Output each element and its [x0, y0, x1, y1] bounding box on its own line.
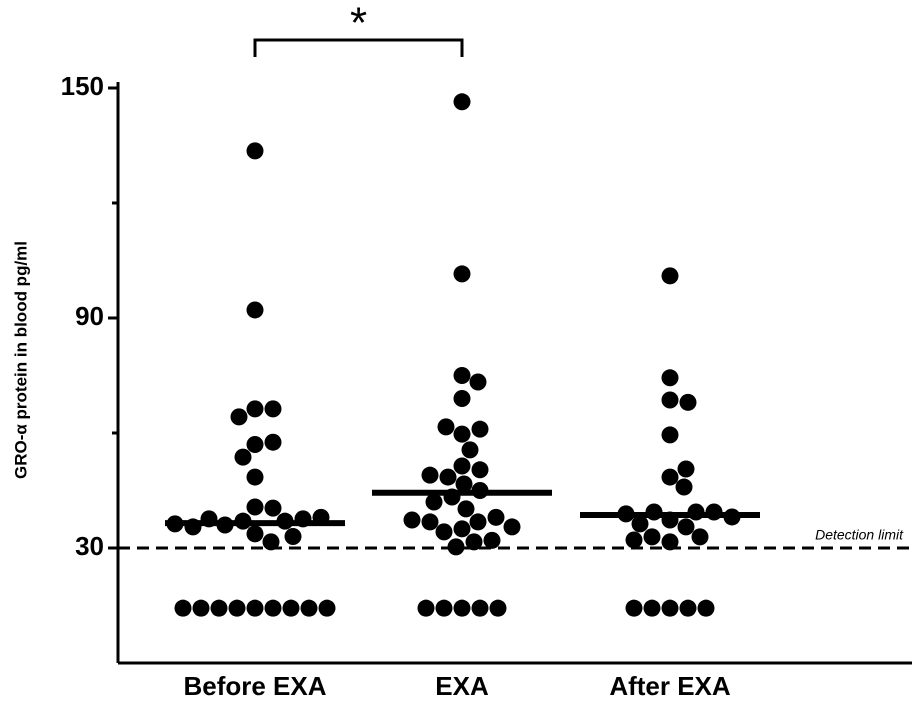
- data-dot: [417, 599, 435, 617]
- data-dot: [677, 460, 695, 478]
- data-dot: [234, 448, 252, 466]
- data-dot: [661, 599, 679, 617]
- data-dot: [262, 533, 280, 551]
- data-dot: [453, 520, 471, 538]
- data-dot: [246, 436, 264, 453]
- data-dot: [457, 500, 475, 518]
- data-dot: [679, 599, 697, 617]
- data-dot: [471, 420, 489, 438]
- data-dot: [264, 599, 282, 617]
- data-dot: [246, 599, 264, 617]
- data-dot: [643, 599, 661, 617]
- y-tick-label: 30: [75, 531, 104, 561]
- data-dot: [246, 525, 264, 543]
- data-dot: [453, 425, 471, 443]
- data-dot: [282, 599, 300, 617]
- data-dot: [455, 475, 473, 493]
- data-dot: [192, 599, 210, 617]
- data-dot: [469, 513, 487, 531]
- data-dot: [661, 533, 679, 551]
- data-dot: [246, 400, 264, 418]
- data-dot: [228, 599, 246, 617]
- data-dot: [631, 515, 649, 533]
- detection-label: Detection limit: [815, 527, 904, 543]
- data-dot: [661, 369, 679, 387]
- data-dot: [697, 599, 715, 617]
- data-dot: [437, 418, 455, 436]
- data-dot: [489, 599, 507, 617]
- data-dot: [447, 538, 465, 556]
- data-dot: [246, 498, 264, 516]
- data-dot: [421, 513, 439, 531]
- significance-bracket: [253, 38, 464, 57]
- data-dot: [435, 523, 453, 541]
- data-dot: [487, 508, 505, 526]
- data-dot: [425, 493, 443, 511]
- data-dot: [403, 511, 421, 529]
- data-dot: [246, 142, 264, 160]
- data-dot: [483, 531, 501, 549]
- data-dot: [264, 499, 282, 517]
- y-tick-label: 90: [75, 301, 104, 331]
- data-dot: [421, 466, 439, 484]
- data-dot: [469, 373, 487, 391]
- data-dot: [264, 433, 282, 451]
- y-tick-label: 150: [61, 71, 104, 101]
- data-dot: [625, 531, 643, 549]
- data-dot: [679, 393, 697, 411]
- data-dot: [284, 528, 302, 545]
- data-dot: [174, 599, 192, 617]
- data-dot: [675, 478, 693, 496]
- data-dot: [246, 301, 264, 319]
- x-tick-label: After EXA: [609, 671, 731, 701]
- data-dot: [461, 441, 479, 459]
- significance-label: *: [350, 0, 367, 48]
- data-dot: [465, 533, 483, 551]
- data-dot: [264, 400, 282, 418]
- data-dot: [503, 518, 521, 536]
- data-dot: [246, 468, 264, 486]
- data-dot: [453, 390, 471, 407]
- data-dot: [210, 599, 228, 617]
- data-dot: [453, 265, 471, 283]
- data-dot: [691, 528, 709, 546]
- data-dot: [677, 518, 695, 536]
- data-dot: [300, 599, 318, 617]
- y-axis-title: GRO-α protein in blood pg/ml: [11, 241, 30, 479]
- data-dot: [439, 468, 457, 486]
- data-dot: [435, 599, 453, 617]
- data-dot: [625, 599, 643, 617]
- x-tick-label: Before EXA: [183, 671, 326, 701]
- data-dot: [661, 267, 679, 285]
- data-dot: [643, 528, 661, 546]
- data-dot: [661, 426, 679, 444]
- data-dot: [453, 367, 471, 384]
- data-dot: [661, 391, 679, 409]
- data-dot: [661, 468, 679, 486]
- data-dot: [230, 408, 248, 426]
- data-dot: [471, 461, 489, 479]
- data-dot: [453, 93, 471, 111]
- x-tick-label: EXA: [435, 671, 489, 701]
- data-dot: [471, 599, 489, 617]
- data-dot: [453, 599, 471, 617]
- data-dot: [453, 457, 471, 475]
- data-dot: [318, 599, 336, 617]
